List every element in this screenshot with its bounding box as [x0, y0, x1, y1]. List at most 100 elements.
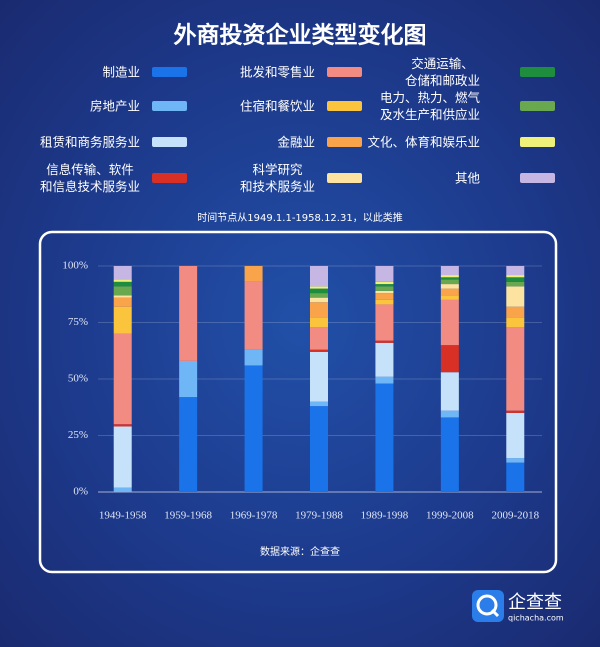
bar-segment — [506, 266, 525, 276]
bar-segment — [113, 424, 132, 427]
bar-segment — [244, 365, 263, 492]
legend-swatch — [152, 101, 187, 111]
bar-segment — [375, 284, 394, 287]
x-tick-label: 2009-2018 — [491, 510, 539, 522]
y-tick-label: 50% — [68, 373, 88, 385]
legend-label: 文化、体育和娱乐业 — [367, 134, 480, 150]
bar-segment — [113, 279, 132, 282]
chart-title: 外商投资企业类型变化图 — [174, 22, 427, 49]
bar-segment — [440, 277, 459, 280]
bar-segment — [440, 345, 459, 373]
x-tick-label: 1979-1988 — [295, 510, 343, 522]
bar-segment — [506, 306, 525, 318]
bar-segment — [179, 360, 198, 398]
bar-segment — [506, 286, 525, 307]
bar-segment — [375, 304, 394, 341]
bar-segment — [440, 275, 459, 278]
bar-segment — [506, 327, 525, 411]
bar-segment — [506, 277, 525, 282]
bar-segment — [506, 412, 525, 459]
legend-label: 其他 — [454, 170, 480, 186]
bar-segment — [440, 372, 459, 411]
x-tick-label: 1989-1998 — [361, 510, 409, 522]
bar-segment — [375, 299, 394, 305]
x-tick-label: 1969-1978 — [230, 510, 278, 522]
bar-segment — [440, 295, 459, 300]
bar-segment — [113, 297, 132, 307]
bar-segment — [113, 426, 132, 488]
legend-label: 信息传输、软件 和信息技术服务业 — [39, 162, 140, 194]
bar-segment — [440, 299, 459, 346]
bar-segment — [310, 302, 328, 318]
bar-segment — [310, 406, 328, 492]
bar-segment — [179, 266, 198, 361]
legend-label: 电力、热力、燃气 及水生产和供应业 — [379, 90, 480, 122]
legend-label: 金融业 — [277, 134, 315, 150]
logo-url: qichacha.com — [508, 614, 564, 623]
legend-label: 批发和零售业 — [239, 64, 315, 80]
bar-segment — [440, 417, 459, 492]
legend-label: 制造业 — [102, 64, 140, 80]
bar-segment — [440, 410, 459, 418]
bar-segment — [310, 297, 328, 303]
logo-icon-ring — [476, 594, 498, 616]
chart-panel — [38, 230, 558, 574]
legend-swatch — [327, 67, 362, 77]
bar-segment — [244, 349, 263, 366]
bar-segment — [506, 317, 525, 328]
legend-label: 房地产业 — [89, 98, 140, 114]
bar-segment — [113, 333, 132, 425]
bar-segment — [179, 397, 198, 492]
legend-swatch — [152, 67, 187, 77]
bar-segment — [506, 410, 525, 413]
x-tick-label: 1999-2008 — [426, 510, 474, 522]
logo-name: 企查查 — [508, 592, 562, 613]
bar-segment — [506, 462, 525, 492]
bar-segment — [375, 286, 394, 291]
logo-icon-handle — [490, 608, 500, 618]
bar-segment — [310, 349, 328, 352]
bar-segment — [440, 288, 459, 296]
legend-swatch — [327, 173, 362, 183]
note: 时间节点从1949.1.1-1958.12.31，以此类推 — [197, 211, 402, 224]
bar-segment — [310, 317, 328, 328]
bar-segment — [375, 281, 394, 285]
legend-swatch — [520, 173, 555, 183]
legend-swatch — [520, 101, 555, 111]
bar-segment — [310, 401, 328, 407]
source: 数据来源：企查查 — [260, 545, 340, 558]
bar-segment — [310, 351, 328, 402]
bar-segment — [310, 288, 328, 294]
bar-segment — [113, 266, 132, 280]
legend-swatch — [520, 67, 555, 77]
bar-segment — [506, 458, 525, 463]
bar-segment — [506, 281, 525, 287]
bar-segment — [113, 306, 132, 334]
bar-segment — [375, 376, 394, 384]
bar-segment — [375, 383, 394, 492]
y-tick-label: 25% — [68, 429, 88, 441]
bar-segment — [440, 279, 459, 285]
bar-segment — [113, 281, 132, 287]
bar-segment — [113, 487, 132, 492]
y-tick-label: 75% — [68, 316, 88, 328]
bar-segment — [375, 293, 394, 300]
bar-segment — [440, 266, 459, 276]
y-tick-label: 100% — [62, 260, 88, 272]
bar-segment — [244, 266, 263, 282]
bar-segment — [310, 266, 328, 287]
bar-segment — [375, 340, 394, 343]
bar-segment — [113, 295, 132, 298]
bar-segment — [375, 266, 394, 282]
bar-segment — [310, 327, 328, 350]
legend-label: 交通运输、 仓储和邮政业 — [404, 56, 480, 88]
y-tick-label: 0% — [73, 486, 88, 498]
legend-swatch — [520, 137, 555, 147]
bar-segment — [506, 275, 525, 278]
bar-segment — [113, 286, 132, 296]
bar-segment — [440, 284, 459, 289]
legend-swatch — [152, 137, 187, 147]
legend-label: 租赁和商务服务业 — [39, 134, 140, 150]
